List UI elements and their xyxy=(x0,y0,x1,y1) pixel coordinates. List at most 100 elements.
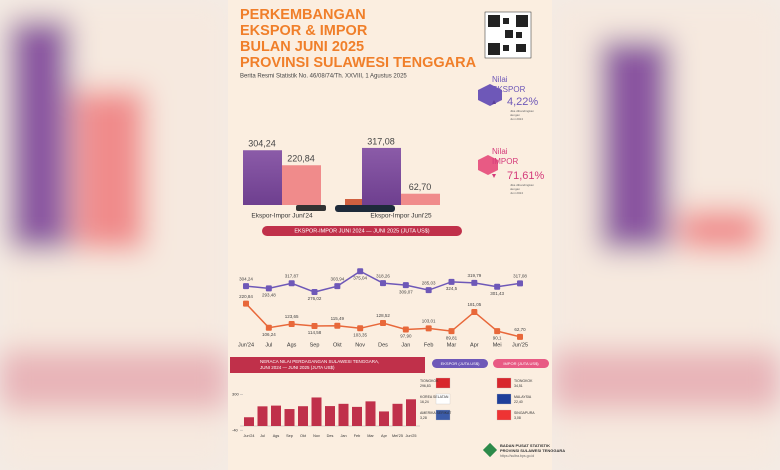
value-label: 317,08 xyxy=(367,136,395,146)
box-icon xyxy=(478,155,498,175)
x-label: Jun'24 xyxy=(238,342,254,348)
x-label: Jun'25 xyxy=(405,434,416,438)
group-label: Ekspor-Impor Juni'25 xyxy=(370,213,432,220)
x-label: Jun'24 xyxy=(243,434,254,438)
export-marker xyxy=(471,279,478,286)
import-change: 71,61% xyxy=(507,170,545,182)
x-label: Ags xyxy=(273,434,280,438)
x-label: Jul xyxy=(260,434,265,438)
point-label: 123,65 xyxy=(285,314,299,319)
export-bar xyxy=(362,147,401,205)
export-marker xyxy=(494,283,501,290)
import-marker xyxy=(380,320,386,327)
balance-bar xyxy=(325,406,335,426)
x-label: Jul xyxy=(265,342,272,348)
balance-bar xyxy=(365,401,376,426)
point-label: 324,5 xyxy=(446,286,458,291)
point-label: 293,48 xyxy=(262,293,276,298)
label: IMPOR xyxy=(492,157,518,166)
value-label: 220,84 xyxy=(287,154,315,164)
export-marker xyxy=(448,278,455,285)
x-label: Apr xyxy=(381,434,388,438)
point-label: 304,24 xyxy=(239,276,253,281)
country-value: 3,28 xyxy=(420,416,427,420)
banner xyxy=(230,357,425,373)
note: Jika dibandingkan xyxy=(510,183,534,187)
country: TIONGKOK xyxy=(420,379,439,383)
point-label: 318,26 xyxy=(376,273,390,278)
export-marker xyxy=(357,268,364,275)
balance-chart: 300 -40 Jun'24 Jul Ags Sep Okt Nov Des Jan Feb Mar A… xyxy=(232,392,420,438)
balance-bar xyxy=(392,403,403,426)
point-label: 90,1 xyxy=(493,335,502,340)
point-label: 220,84 xyxy=(239,294,253,299)
balance-bar xyxy=(271,405,281,426)
note: Juni 2024 xyxy=(510,117,523,121)
balance-bar xyxy=(257,406,268,426)
note: dengan xyxy=(510,113,520,117)
point-label: 115,49 xyxy=(331,316,345,321)
import-marker xyxy=(402,326,409,333)
country-value: 296,83 xyxy=(420,384,431,388)
header: PERKEMBANGAN EKSPOR & IMPOR BULAN JUNI 2… xyxy=(240,7,532,80)
point-label: 317,87 xyxy=(285,273,299,278)
title: PROVINSI SULAWESI TENGGARA xyxy=(240,55,477,71)
export-change: 4,22% xyxy=(507,96,538,108)
country-value: 16,24 xyxy=(420,400,429,404)
import-marker xyxy=(334,322,341,329)
title: BULAN JUNI 2025 xyxy=(240,39,364,55)
ship xyxy=(335,205,395,212)
point-label: 301,43 xyxy=(490,291,504,296)
point-label: 276,02 xyxy=(308,296,322,301)
label: Nilai xyxy=(492,147,508,156)
footer: BADAN PUSAT STATISTIK PROVINSI SULAWESI … xyxy=(482,442,565,458)
x-label: Mar xyxy=(367,434,374,438)
country: KOREA SELATAN xyxy=(420,395,449,399)
up-arrow xyxy=(492,100,496,104)
export-bar xyxy=(243,150,282,205)
country: SINGAPURA xyxy=(514,411,535,415)
x-label: Jan xyxy=(401,342,410,348)
import-bar xyxy=(401,193,440,205)
x-label: Ags xyxy=(287,342,297,348)
import-marker xyxy=(265,324,272,331)
group-label: Ekspor-Impor Juni'24 xyxy=(251,213,313,220)
x-label: Jun'25 xyxy=(512,342,528,348)
value-label: 62,70 xyxy=(409,182,432,192)
country-value: 3,08 xyxy=(514,416,521,420)
import-marker xyxy=(311,322,318,329)
x-label: Okt xyxy=(300,434,307,438)
export-marker xyxy=(425,287,432,294)
point-label: 106,24 xyxy=(262,332,276,337)
import-marker xyxy=(517,333,523,340)
x-label: Apr xyxy=(470,342,479,348)
x-label: Sep xyxy=(310,342,320,348)
label: EKSPOR xyxy=(492,85,526,94)
banner-text: NERACA NILAI PERDAGANGAN SULAWESI TENGGA… xyxy=(260,359,379,364)
balance-bar xyxy=(284,409,295,426)
x-label: Okt xyxy=(333,342,342,348)
country-value: 22,40 xyxy=(514,400,523,404)
banner-text: EKSPOR-IMPOR JUNI 2024 — JUNI 2025 (JUTA… xyxy=(294,228,429,234)
x-label: Nov xyxy=(313,434,320,438)
import-marker xyxy=(494,328,501,335)
qr-pattern xyxy=(488,15,528,55)
y-tick-label: 300 xyxy=(232,392,239,397)
value-label: 304,24 xyxy=(248,139,276,149)
title: PERKEMBANGAN xyxy=(240,7,366,23)
x-label: Feb xyxy=(424,342,433,348)
balance-bar xyxy=(379,411,389,426)
pill-text: IMPOR (JUTA US$) xyxy=(503,361,539,366)
point-label: 309,07 xyxy=(399,289,413,294)
export-marker xyxy=(265,285,272,292)
x-label: Mei xyxy=(493,342,502,348)
trend-chart: 304,24 293,48 317,87 276,02 303,94 375,04 318,… xyxy=(238,268,528,348)
import-marker xyxy=(243,300,249,307)
point-label: 103,01 xyxy=(422,319,436,324)
country-value: 34,51 xyxy=(514,384,523,388)
pill xyxy=(493,359,549,368)
flag xyxy=(496,393,512,405)
import-marker xyxy=(471,308,478,315)
x-label: Mar xyxy=(447,342,457,348)
